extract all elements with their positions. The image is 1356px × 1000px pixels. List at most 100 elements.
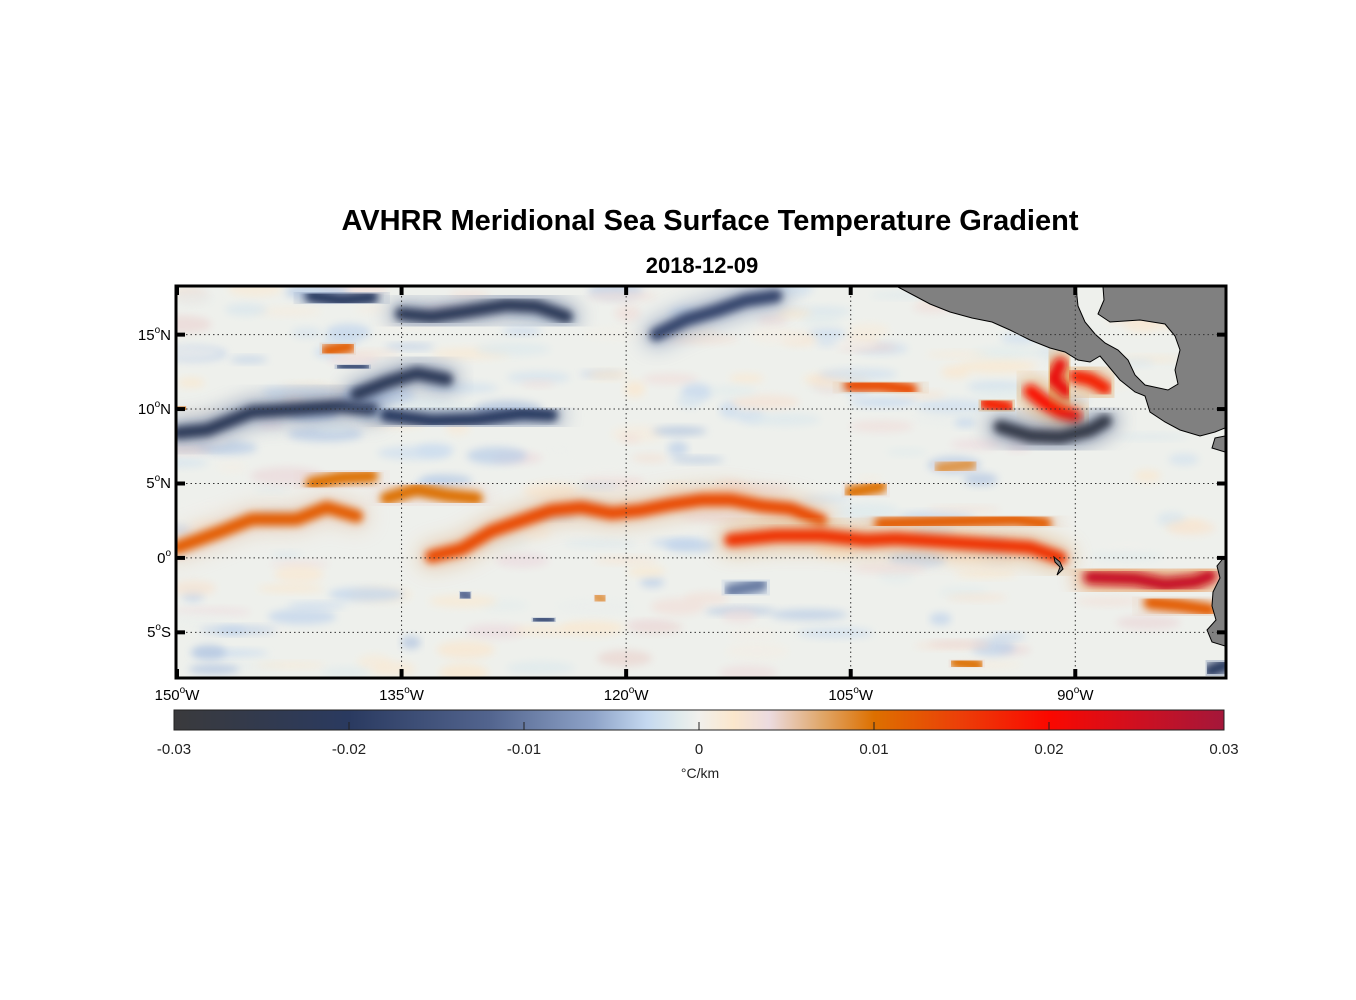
texture-blob xyxy=(581,326,656,341)
warm-front xyxy=(874,512,1052,531)
texture-blob xyxy=(886,448,928,456)
lon-label: 90oW xyxy=(1057,685,1094,704)
cold-front xyxy=(305,289,379,307)
texture-blob xyxy=(502,327,542,335)
texture-blob xyxy=(725,642,790,660)
warm-front xyxy=(1143,596,1217,617)
land-layer xyxy=(897,287,1225,647)
texture-blob xyxy=(546,445,574,455)
texture-blob xyxy=(177,377,205,388)
texture-blob xyxy=(1134,470,1161,482)
texture-blob xyxy=(506,661,575,675)
cold-front xyxy=(380,407,558,428)
warm-front xyxy=(934,457,977,476)
texture-blob xyxy=(177,445,212,455)
texture-blob xyxy=(775,309,813,318)
warm-front xyxy=(305,469,379,490)
lat-label: 15oN xyxy=(137,324,171,344)
texture-blob xyxy=(416,443,454,457)
texture-blob xyxy=(624,381,646,398)
texture-blob xyxy=(199,626,278,634)
texture-blob xyxy=(719,665,778,677)
lat-label: 5oN xyxy=(146,473,171,493)
texture-blob xyxy=(1168,453,1199,466)
texture-blob xyxy=(436,641,495,659)
texture-blob xyxy=(466,446,528,465)
texture-blob xyxy=(267,608,337,625)
axis-ticks xyxy=(175,286,1226,678)
texture-blob xyxy=(597,650,653,667)
texture-blob xyxy=(757,314,788,327)
lon-label: 105oW xyxy=(828,685,874,704)
texture-blob xyxy=(677,394,702,409)
texture-blob xyxy=(177,315,212,334)
texture-blob xyxy=(1167,520,1216,536)
texture-blob xyxy=(614,304,641,322)
cold-front xyxy=(395,298,573,324)
cold-front xyxy=(649,289,783,342)
texture-blob xyxy=(801,494,851,505)
texture-blob xyxy=(255,662,327,669)
texture-blob xyxy=(177,612,235,628)
texture-blob xyxy=(315,423,351,432)
lat-label: 5oS xyxy=(147,622,171,642)
graticule xyxy=(177,287,1225,677)
cold-front xyxy=(455,587,476,604)
cold-front xyxy=(529,612,558,627)
texture-blob xyxy=(667,441,689,457)
warm-front xyxy=(979,396,1015,415)
texture-blob xyxy=(955,570,1017,579)
colorbar-tick-label: 0.02 xyxy=(1034,741,1064,758)
lat-label: 10oN xyxy=(137,399,171,419)
texture-blob xyxy=(929,612,952,626)
texture-blob xyxy=(177,499,239,515)
figure-subtitle: 2018-12-09 xyxy=(645,253,759,278)
texture-blob xyxy=(671,456,725,463)
texture-blob xyxy=(177,580,216,596)
texture-blob xyxy=(495,553,550,568)
texture-blob xyxy=(748,413,821,427)
texture-blob xyxy=(727,628,776,640)
texture-blob xyxy=(707,386,757,396)
texture-blob xyxy=(763,333,807,343)
land-peninsula xyxy=(1211,435,1225,453)
texture-blob xyxy=(913,411,990,427)
texture-blob xyxy=(620,434,641,443)
texture-blob xyxy=(928,640,990,648)
texture-blob xyxy=(625,620,672,628)
warm-front xyxy=(1046,357,1073,398)
warm-front xyxy=(844,378,918,397)
texture-blob xyxy=(373,661,416,677)
texture-blob xyxy=(224,303,268,316)
texture-blob xyxy=(640,576,665,588)
texture-blob xyxy=(321,667,371,677)
texture-blob xyxy=(439,663,489,677)
texture-blob xyxy=(254,486,289,493)
texture-blob xyxy=(1112,433,1190,440)
warm-front xyxy=(844,480,888,499)
lon-label: 120oW xyxy=(603,685,649,704)
figure-title: AVHRR Meridional Sea Surface Temperature… xyxy=(341,205,1079,237)
warm-front xyxy=(1023,384,1082,423)
land-south-america xyxy=(1206,555,1225,647)
texture-blob xyxy=(631,453,668,463)
texture-blob xyxy=(650,598,705,616)
land-galapagos xyxy=(1053,555,1064,576)
texture-blob xyxy=(563,539,637,548)
warm-front xyxy=(724,529,1067,565)
texture-blob xyxy=(652,426,707,436)
texture-blob xyxy=(849,420,914,433)
texture-blob xyxy=(627,566,666,577)
colorbar-tick-label: 0 xyxy=(694,741,704,758)
colorbar-tick-label: 0.01 xyxy=(859,741,889,758)
texture-blob xyxy=(729,373,765,384)
cold-front xyxy=(335,359,371,374)
texture-blob xyxy=(188,664,240,675)
texture-blob xyxy=(990,633,1027,640)
texture-blob xyxy=(848,323,890,338)
texture-blob xyxy=(796,627,874,639)
colorbar-tick-label: 0.03 xyxy=(1209,741,1239,758)
texture-blob xyxy=(286,602,348,609)
texture-blob xyxy=(271,551,303,559)
